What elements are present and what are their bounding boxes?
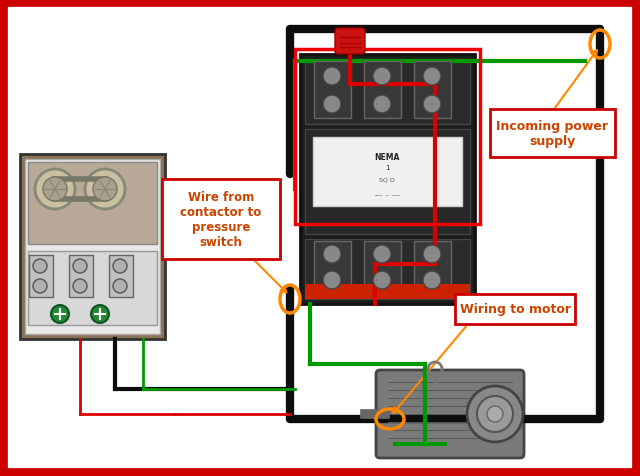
FancyBboxPatch shape	[305, 239, 470, 299]
FancyBboxPatch shape	[28, 251, 157, 325]
Circle shape	[73, 259, 87, 273]
Circle shape	[467, 386, 523, 442]
Circle shape	[477, 396, 513, 432]
Circle shape	[91, 306, 109, 323]
Text: Wiring to motor: Wiring to motor	[460, 303, 570, 316]
FancyBboxPatch shape	[364, 241, 401, 293]
FancyBboxPatch shape	[28, 163, 157, 245]
FancyBboxPatch shape	[25, 159, 160, 334]
Circle shape	[423, 271, 441, 289]
FancyBboxPatch shape	[414, 62, 451, 119]
FancyBboxPatch shape	[335, 29, 365, 55]
Circle shape	[423, 96, 441, 114]
FancyBboxPatch shape	[314, 241, 351, 293]
Circle shape	[51, 306, 69, 323]
Circle shape	[113, 279, 127, 293]
Circle shape	[93, 178, 117, 201]
Circle shape	[423, 246, 441, 263]
Circle shape	[323, 68, 341, 86]
FancyBboxPatch shape	[490, 110, 615, 158]
Circle shape	[423, 68, 441, 86]
Circle shape	[33, 279, 47, 293]
Circle shape	[323, 246, 341, 263]
Text: 1: 1	[385, 165, 389, 170]
Text: Incoming power
supply: Incoming power supply	[497, 120, 609, 148]
Circle shape	[323, 96, 341, 114]
Circle shape	[373, 246, 391, 263]
FancyBboxPatch shape	[414, 241, 451, 293]
FancyBboxPatch shape	[313, 138, 462, 207]
Circle shape	[35, 169, 75, 209]
Circle shape	[73, 279, 87, 293]
FancyBboxPatch shape	[305, 284, 470, 299]
Circle shape	[323, 271, 341, 289]
Circle shape	[43, 178, 67, 201]
FancyBboxPatch shape	[69, 256, 93, 298]
Text: NEMA: NEMA	[374, 153, 400, 162]
FancyBboxPatch shape	[314, 62, 351, 119]
FancyBboxPatch shape	[109, 256, 133, 298]
Circle shape	[373, 68, 391, 86]
FancyBboxPatch shape	[364, 62, 401, 119]
FancyBboxPatch shape	[455, 294, 575, 324]
Circle shape	[85, 169, 125, 209]
FancyBboxPatch shape	[305, 60, 470, 125]
FancyBboxPatch shape	[305, 130, 470, 235]
Circle shape	[373, 96, 391, 114]
FancyBboxPatch shape	[29, 256, 53, 298]
Circle shape	[33, 259, 47, 273]
FancyBboxPatch shape	[20, 155, 165, 339]
Text: SQ D: SQ D	[379, 177, 395, 182]
Text: ___  _  ___: ___ _ ___	[374, 190, 400, 195]
Circle shape	[113, 259, 127, 273]
FancyBboxPatch shape	[300, 55, 475, 304]
Circle shape	[487, 406, 503, 422]
FancyBboxPatch shape	[376, 370, 524, 458]
Circle shape	[373, 271, 391, 289]
Text: Wire from
contactor to
pressure
switch: Wire from contactor to pressure switch	[180, 190, 262, 248]
FancyBboxPatch shape	[162, 179, 280, 259]
